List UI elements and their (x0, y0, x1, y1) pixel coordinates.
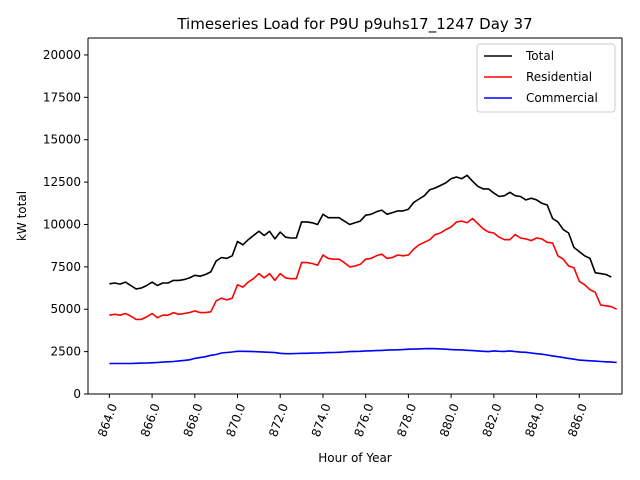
legend-label-residential: Residential (526, 70, 592, 84)
x-axis-label: Hour of Year (318, 451, 392, 465)
series-line-residential (109, 217, 618, 321)
y-tick-label: 20000 (43, 48, 81, 62)
legend: Total Residential Commercial (476, 43, 616, 113)
y-tick-label: 0 (73, 387, 81, 401)
y-tick-label: 10000 (43, 217, 81, 231)
y-tick-label: 15000 (43, 133, 81, 147)
series-line-total (109, 174, 612, 290)
axes-frame (87, 37, 623, 395)
y-tick-label: 5000 (50, 302, 81, 316)
legend-box (476, 43, 616, 113)
y-axis-ticks: 0 2500 5000 7500 10000 12500 15000 17500 20000 (43, 48, 88, 401)
legend-label-total: Total (525, 49, 554, 63)
y-tick-label: 2500 (50, 345, 81, 359)
y-tick-label: 12500 (43, 175, 81, 189)
y-axis-label: kW total (15, 191, 29, 241)
y-tick-label: 17500 (43, 90, 81, 104)
legend-label-commercial: Commercial (526, 91, 598, 105)
y-tick-label: 7500 (50, 260, 81, 274)
series-line-commercial (109, 347, 617, 365)
chart-title: Timeseries Load for P9U p9uhs17_1247 Day… (176, 15, 532, 34)
series-layer (109, 174, 618, 365)
